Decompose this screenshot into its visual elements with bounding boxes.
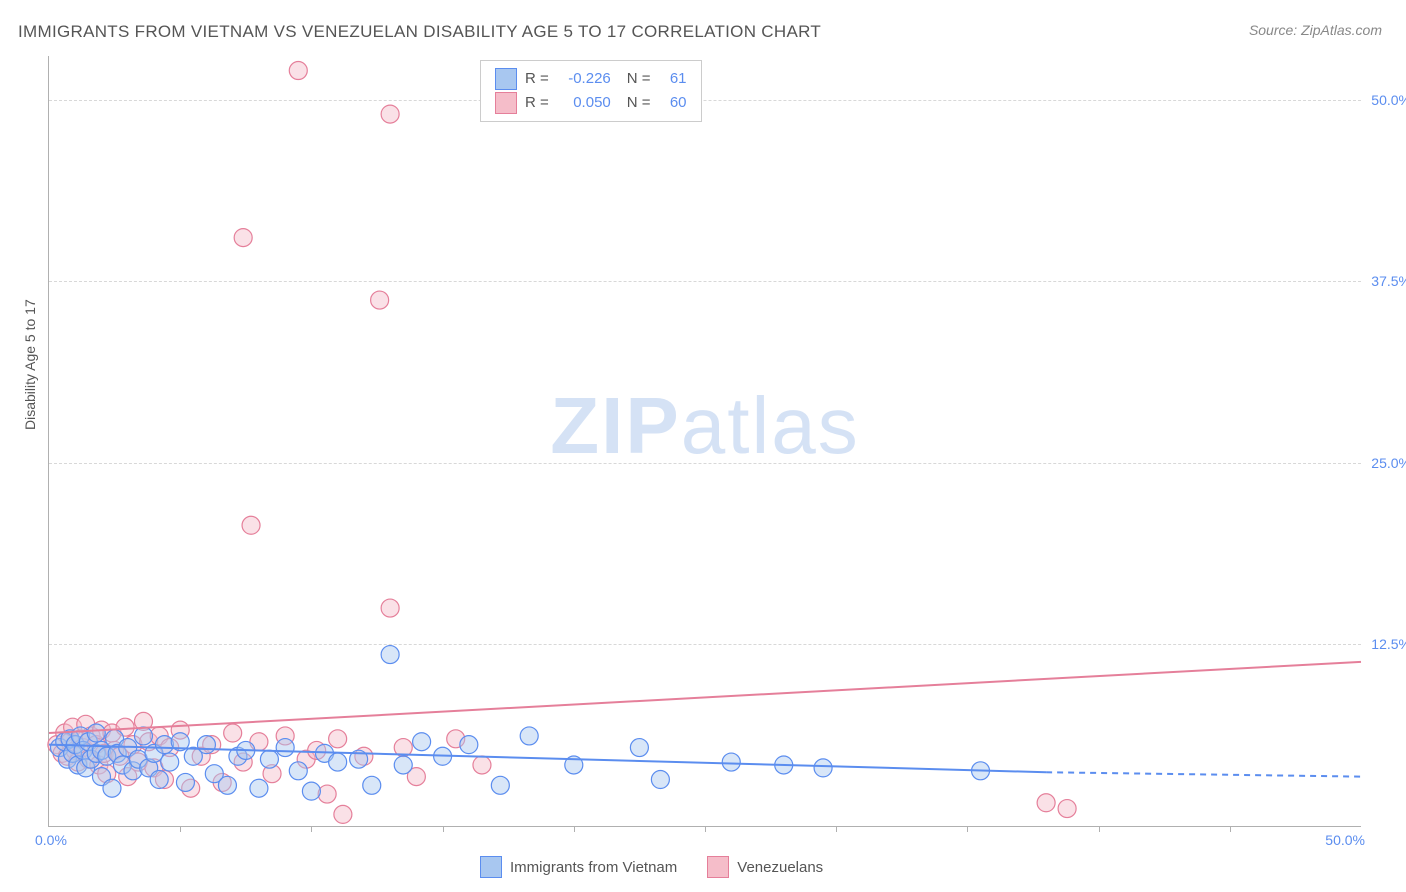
x-max-label: 50.0% (1325, 832, 1365, 848)
series-legend: Immigrants from Vietnam Venezuelans (480, 856, 823, 878)
n-value-0: 61 (659, 67, 687, 91)
chart-title: IMMIGRANTS FROM VIETNAM VS VENEZUELAN DI… (18, 22, 821, 42)
r-label: R = (525, 91, 549, 115)
r-label: R = (525, 67, 549, 91)
n-label: N = (627, 91, 651, 115)
chart-svg (49, 56, 1361, 826)
x-origin-label: 0.0% (35, 832, 67, 848)
correlation-legend: R = -0.226 N = 61 R = 0.050 N = 60 (480, 60, 702, 122)
legend-bottom-label-0: Immigrants from Vietnam (510, 859, 677, 876)
legend-bottom-swatch-1 (707, 856, 729, 878)
n-label: N = (627, 67, 651, 91)
legend-bottom-label-1: Venezuelans (737, 859, 823, 876)
legend-item-0: Immigrants from Vietnam (480, 856, 677, 878)
legend-swatch-1 (495, 92, 517, 114)
source-attribution: Source: ZipAtlas.com (1249, 22, 1382, 38)
legend-swatch-0 (495, 68, 517, 90)
legend-bottom-swatch-0 (480, 856, 502, 878)
r-value-0: -0.226 (557, 67, 611, 91)
legend-row-0: R = -0.226 N = 61 (495, 67, 687, 91)
plot-area: ZIPatlas 0.0% 50.0% 12.5%25.0%37.5%50.0% (48, 56, 1361, 827)
legend-item-1: Venezuelans (707, 856, 823, 878)
n-value-1: 60 (659, 91, 687, 115)
y-axis-label: Disability Age 5 to 17 (22, 299, 38, 430)
legend-row-1: R = 0.050 N = 60 (495, 91, 687, 115)
r-value-1: 0.050 (557, 91, 611, 115)
